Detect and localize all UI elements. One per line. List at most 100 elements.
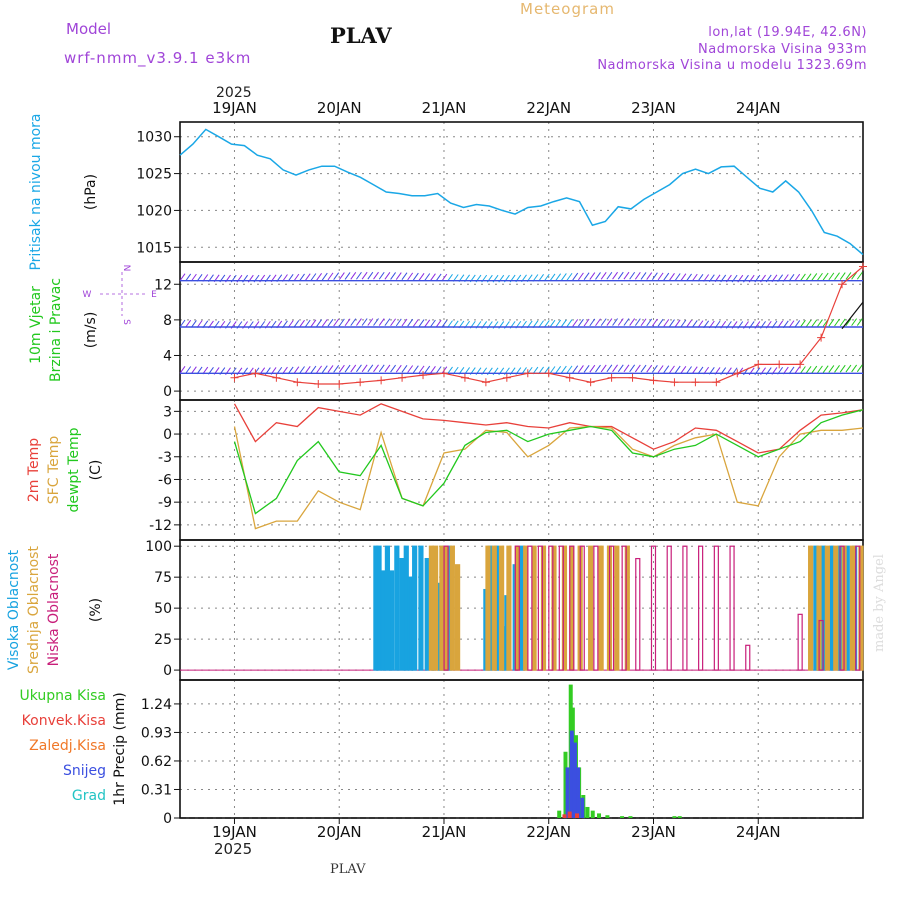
wind-barb [674,365,681,374]
cloud-bar-high_cloud [403,545,409,671]
cloud-bar-mid_cloud [454,564,461,671]
panel-frame [179,121,864,263]
cloud-bar-mid_cloud [540,545,547,671]
cloud-bar-low_cloud [608,545,615,671]
wind-barb [839,318,846,327]
wind-barb [310,273,317,281]
wind-speed-marker [544,369,553,378]
wind-barb [418,365,425,374]
wind-barb [652,272,658,281]
wind-speed-marker [733,369,742,378]
wind-barb [669,319,675,327]
precip-legend-item: Ukupna Kisa [19,688,106,704]
wind-barb [686,366,692,374]
cloud-bar-mid_cloud [624,545,630,671]
cloud-bar-low_cloud [514,545,520,671]
wind-barb [811,319,818,328]
top-day-label: 19JAN [212,99,257,117]
wind-speed-marker [754,360,763,369]
wind-barb [555,319,562,328]
cloud-bar-mid_cloud [614,545,620,671]
wind-barb [799,273,806,282]
wind-barb [583,272,590,281]
wind-barb [407,272,414,281]
wind-barb [839,364,846,373]
cloud-bar-high_cloud [828,545,835,671]
cloud-bar-high_cloud [394,545,400,671]
cloud-bar-mid_cloud [858,545,864,671]
compass-rose [100,272,146,316]
wind-barb [560,319,567,328]
station-title: PLAV [330,23,392,48]
cloud-bar-mid_cloud [439,545,445,671]
wind-speed-marker [796,360,805,369]
wind-barb [805,365,812,374]
wind-barb [304,365,311,374]
footer-station: PLAV [330,862,366,877]
cloud-bar-mid_cloud [551,545,557,671]
y-tick-label: 1.24 [141,697,172,713]
wind-barb [401,365,408,373]
wind-barb [811,365,818,374]
wind-barb [373,271,379,280]
gust-line [841,301,864,330]
wind-barb [606,318,613,326]
cloud-bar-mid_cloud [833,545,839,671]
wind-barb [390,318,396,327]
wind-barb [367,318,374,326]
wind-speed-marker [817,333,826,342]
wind-barb [543,320,550,328]
wind-barb [606,271,613,280]
wind-barb [834,272,840,280]
wind-speed-marker [670,378,679,387]
wind-barb [435,273,442,282]
cloud-bar-low_cloud [621,545,627,671]
wind-barb [652,318,658,327]
y-tick-label: 1020 [136,203,172,219]
temp-line-temp2m [233,403,864,454]
wind-barb [378,364,385,373]
wind-barb [578,365,584,373]
cloud-bar-high_cloud [389,570,395,671]
wind-barb [617,364,624,373]
cloud-bar-low_cloud [527,545,533,671]
wind-barb [316,319,323,327]
wind-barb [663,319,670,327]
top-day-label: 20JAN [317,99,362,117]
wind-barb [839,272,846,280]
top-year-label: 2025 [216,85,252,101]
y-tick-label: -9 [158,495,172,511]
model-label: Model [66,20,112,38]
wind-barb [629,364,636,373]
cloud-bar-mid_cloud [849,545,856,671]
cloud-bar-low_cloud [745,644,751,671]
wind-barb [634,364,641,373]
cloud-bar-mid_cloud [523,545,529,671]
wind-barb [435,319,442,328]
wind-barb [589,364,596,373]
wind-barb [578,318,584,327]
wind-speed-marker [502,373,511,382]
cloud-bar-mid_cloud [506,545,512,671]
wind-speed-marker [419,371,428,380]
wind-barb [361,271,368,280]
wind-barb [316,365,323,374]
wind-barb [441,320,448,328]
wind-barb [424,273,431,281]
precip-bar-total_precip [677,816,682,818]
wind-barb [384,364,391,373]
wind-speed-marker [230,373,239,382]
pressure-title: Pritisak na nivou mora [28,113,44,270]
wind-barb [384,272,391,280]
wind-barb [350,272,357,280]
wind-barb [350,364,357,373]
wind-barb [395,272,402,280]
wind-speed-marker [335,379,344,388]
cloud-bar-low_cloud [818,619,824,671]
wind-barb [646,364,653,373]
wind-speed-marker [691,378,700,387]
wind-barb [794,366,801,374]
y-tick-label: 0 [163,384,172,400]
wind-barb [612,364,618,373]
precip-bar-total_precip [628,816,633,818]
